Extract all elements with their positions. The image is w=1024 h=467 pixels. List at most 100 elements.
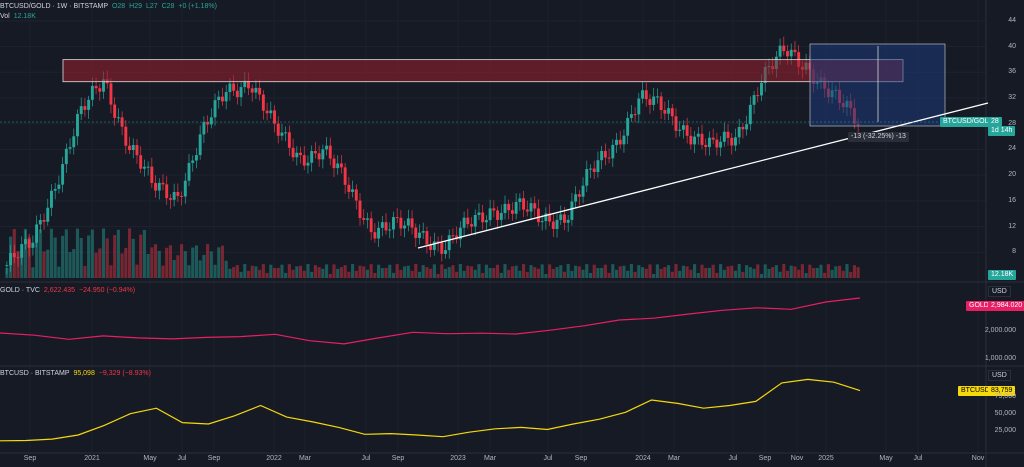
volume-bar bbox=[113, 235, 117, 278]
volume-bar bbox=[68, 252, 72, 278]
candle bbox=[339, 163, 343, 168]
open-value: O28 bbox=[111, 3, 126, 10]
volume-bar bbox=[555, 267, 559, 278]
candle bbox=[514, 202, 518, 214]
volume-bar bbox=[570, 270, 574, 278]
y-tick-label: 36 bbox=[1008, 68, 1016, 76]
main-legend[interactable]: BTCUSD/GOLD · 1W · BITSTAMP O28 H29 L27 … bbox=[0, 3, 219, 10]
y-tick-label: 40 bbox=[1008, 42, 1016, 50]
volume-legend[interactable]: Vol 12.18K bbox=[0, 13, 38, 20]
gold-currency[interactable]: USD bbox=[988, 286, 1011, 297]
volume-bar bbox=[31, 267, 35, 278]
candle bbox=[128, 145, 131, 151]
candle bbox=[674, 116, 678, 131]
volume-bar bbox=[455, 271, 459, 278]
candle bbox=[570, 201, 574, 220]
volume-bar bbox=[693, 264, 697, 278]
volume-bar bbox=[681, 265, 685, 278]
volume-bar bbox=[670, 271, 674, 278]
volume-bar bbox=[477, 264, 481, 278]
volume-bar bbox=[139, 234, 143, 278]
volume-bar bbox=[209, 251, 213, 278]
volume-bar bbox=[224, 260, 228, 278]
candle bbox=[786, 51, 789, 57]
candle bbox=[722, 131, 726, 142]
candle bbox=[548, 213, 552, 222]
x-tick-label: Sep bbox=[574, 455, 588, 462]
candle bbox=[518, 198, 522, 203]
volume-bar bbox=[771, 267, 775, 278]
volume-bar bbox=[176, 255, 180, 278]
gold-legend[interactable]: GOLD · TVC 2,622.435 −24.950 (−0.94%) bbox=[0, 287, 137, 294]
candle bbox=[670, 108, 674, 117]
volume-bar bbox=[514, 265, 518, 278]
volume-bar bbox=[696, 272, 700, 278]
volume-bar bbox=[648, 264, 652, 278]
volume-bar bbox=[406, 265, 410, 278]
volume-bar bbox=[384, 267, 388, 278]
btc-tick-label: 25,000 bbox=[994, 426, 1016, 434]
volume-bar bbox=[146, 254, 150, 278]
volume-bar bbox=[49, 228, 54, 278]
y-tick-label: 12 bbox=[1008, 222, 1016, 230]
candle bbox=[228, 83, 232, 93]
y-tick-label: 16 bbox=[1008, 196, 1016, 204]
candle bbox=[198, 134, 202, 156]
candle bbox=[168, 198, 172, 200]
volume-bar bbox=[395, 264, 399, 278]
btc-price-tag: 83,759 bbox=[988, 386, 1016, 396]
volume-bar bbox=[258, 269, 262, 278]
volume-bar bbox=[332, 264, 336, 278]
candle bbox=[232, 83, 236, 91]
candle bbox=[436, 241, 440, 243]
candle bbox=[782, 45, 786, 52]
candle bbox=[72, 136, 76, 148]
volume-bar bbox=[774, 265, 778, 278]
candle bbox=[596, 160, 600, 172]
volume-bar bbox=[603, 264, 607, 278]
volume-bar bbox=[135, 264, 139, 278]
candle bbox=[284, 132, 288, 134]
volume-bar bbox=[808, 264, 812, 278]
candle bbox=[206, 122, 210, 125]
candle bbox=[629, 114, 633, 118]
candle bbox=[46, 207, 50, 222]
vol-tag: 12.18K bbox=[988, 270, 1017, 280]
gold-change: −24.950 (−0.94%) bbox=[79, 287, 136, 294]
candle bbox=[221, 96, 224, 102]
candle bbox=[261, 94, 265, 111]
candle bbox=[652, 96, 656, 105]
candle bbox=[35, 224, 39, 243]
candle bbox=[752, 95, 756, 105]
volume-bar bbox=[689, 269, 693, 278]
candle bbox=[102, 79, 105, 92]
x-tick-label: Mar bbox=[298, 455, 312, 462]
candle bbox=[458, 227, 462, 240]
candle bbox=[592, 168, 596, 172]
candle bbox=[154, 182, 158, 191]
btc-currency[interactable]: USD bbox=[988, 370, 1011, 381]
volume-bar bbox=[324, 264, 329, 278]
volume-bar bbox=[674, 264, 678, 278]
candle bbox=[150, 166, 154, 183]
volume-bar bbox=[358, 265, 362, 278]
volume-bar bbox=[23, 228, 28, 278]
btc-legend[interactable]: BTCUSD · BITSTAMP 95,098 −9,329 (−8.93%) bbox=[0, 370, 153, 377]
candle bbox=[425, 231, 429, 245]
candle bbox=[310, 151, 314, 163]
gold-tick-label: 1,000.000 bbox=[984, 355, 1016, 362]
volume-bar bbox=[235, 265, 239, 278]
candle bbox=[269, 110, 273, 114]
volume-bar bbox=[399, 269, 403, 278]
candle bbox=[473, 214, 477, 227]
candle bbox=[641, 90, 644, 99]
volume-bar bbox=[834, 266, 838, 278]
volume-bar bbox=[161, 265, 165, 278]
candle bbox=[730, 137, 734, 146]
volume-bar bbox=[588, 272, 593, 278]
volume-bar bbox=[362, 266, 366, 278]
volume-bar bbox=[685, 266, 689, 278]
candle bbox=[418, 232, 421, 239]
candle bbox=[462, 217, 466, 228]
volume-bar bbox=[574, 265, 578, 278]
